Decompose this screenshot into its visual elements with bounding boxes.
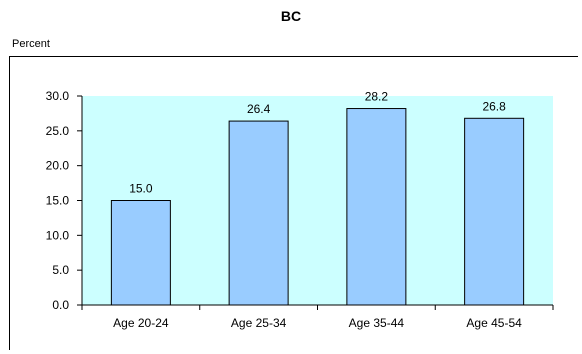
y-axis-label: Percent: [12, 38, 50, 50]
data-label: 26.8: [482, 99, 506, 113]
y-tick-label: 0.0: [52, 298, 69, 312]
y-tick-label: 25.0: [46, 124, 70, 138]
y-tick-label: 15.0: [46, 194, 70, 208]
data-label: 28.2: [365, 90, 389, 104]
bar: [110, 200, 171, 306]
bar: [464, 117, 525, 306]
x-tick-label: Age 20-24: [113, 316, 169, 330]
bar: [228, 120, 289, 306]
y-tick-label: 5.0: [52, 263, 69, 277]
y-tick-label: 30.0: [46, 89, 70, 103]
data-label: 26.4: [247, 102, 271, 116]
chart-frame: [9, 56, 578, 350]
x-tick-label: Age 25-34: [231, 316, 287, 330]
data-label: 15.0: [129, 182, 153, 196]
x-tick-label: Age 45-54: [466, 316, 522, 330]
bar: [346, 108, 407, 306]
chart-title: BC: [280, 8, 302, 24]
x-tick-label: Age 35-44: [349, 316, 405, 330]
y-tick-label: 10.0: [46, 228, 70, 242]
y-tick-label: 20.0: [46, 159, 70, 173]
